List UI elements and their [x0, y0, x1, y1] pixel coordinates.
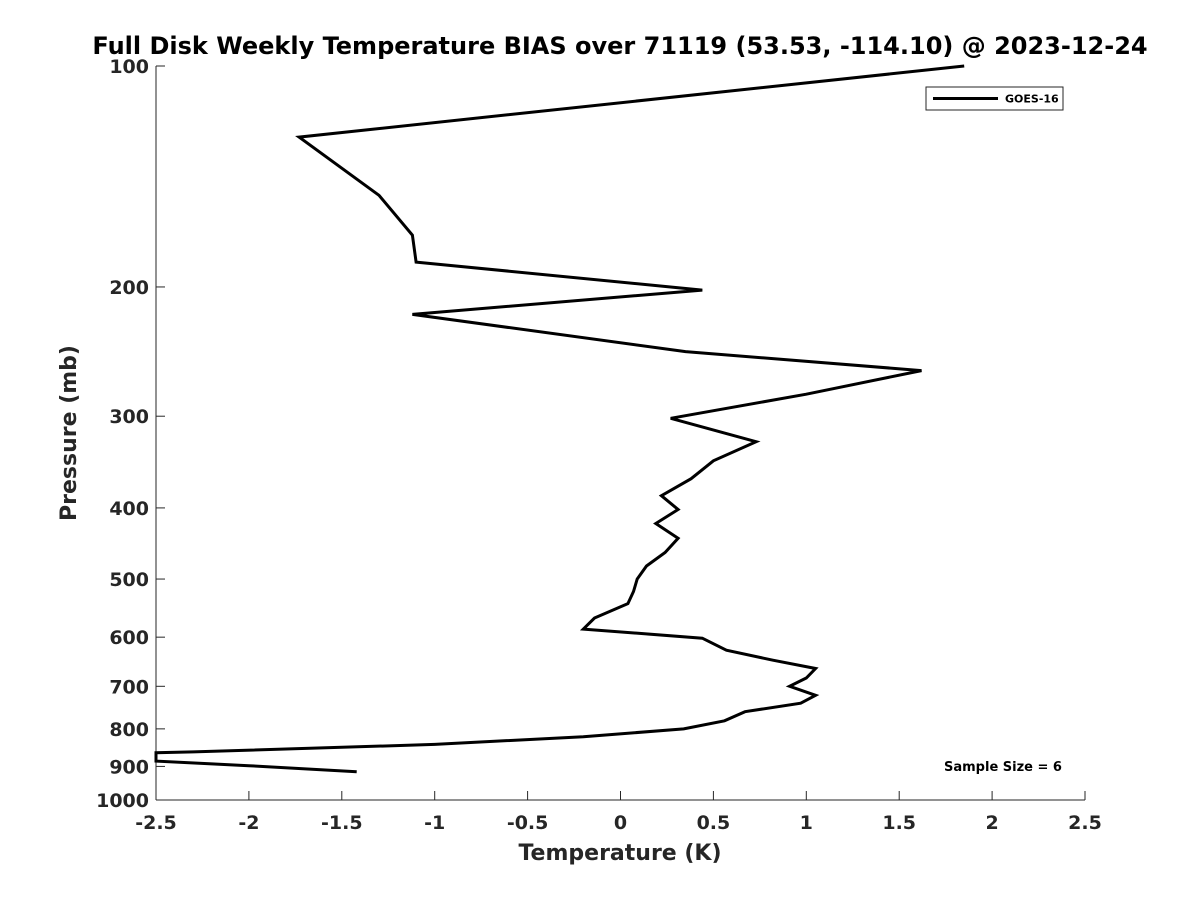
y-tick-label: 1000: [96, 790, 149, 812]
x-tick-label: -1: [424, 812, 445, 834]
y-axis-label: Pressure (mb): [57, 345, 82, 521]
y-tick-label: 100: [109, 56, 149, 78]
x-tick-label: 0: [614, 812, 627, 834]
x-tick-label: -2.5: [135, 812, 177, 834]
y-tick-label: 500: [109, 569, 149, 591]
series-line-goes-16: [154, 64, 965, 774]
y-tick-label: 300: [109, 406, 149, 428]
y-tick-label: 600: [109, 627, 149, 649]
x-tick-label: 0.5: [697, 812, 731, 834]
y-tick-label: 700: [109, 676, 149, 698]
y-tick-label: 200: [109, 277, 149, 299]
x-tick-label: 1.5: [882, 812, 916, 834]
x-tick-label: -2: [238, 812, 259, 834]
x-tick-label: 1: [800, 812, 813, 834]
y-tick-label: 800: [109, 719, 149, 741]
plot-area: -2.5 -2 -1.5 -1 -0.5 0 0.5 1 1.5 2 2.5 100 200 300 40…: [96, 56, 1102, 834]
x-axis-label: Temperature (K): [518, 841, 721, 866]
x-tick-label: -1.5: [321, 812, 363, 834]
x-tick-label: -0.5: [507, 812, 549, 834]
y-axis-ticks: 100 200 300 400 500 600 700 800 900 1000: [96, 56, 165, 812]
series-layer: [154, 64, 965, 774]
legend: GOES-16: [925, 86, 1064, 111]
x-tick-label: 2.5: [1068, 812, 1102, 834]
legend-entry-goes-16: GOES-16: [1005, 93, 1059, 106]
chart-title: Full Disk Weekly Temperature BIAS over 7…: [92, 32, 1147, 60]
sample-size-annotation: Sample Size = 6: [944, 760, 1062, 775]
y-tick-label: 900: [109, 756, 149, 778]
x-axis-ticks: -2.5 -2 -1.5 -1 -0.5 0 0.5 1 1.5 2 2.5: [135, 791, 1102, 834]
x-tick-label: 2: [985, 812, 998, 834]
y-tick-label: 400: [109, 498, 149, 520]
